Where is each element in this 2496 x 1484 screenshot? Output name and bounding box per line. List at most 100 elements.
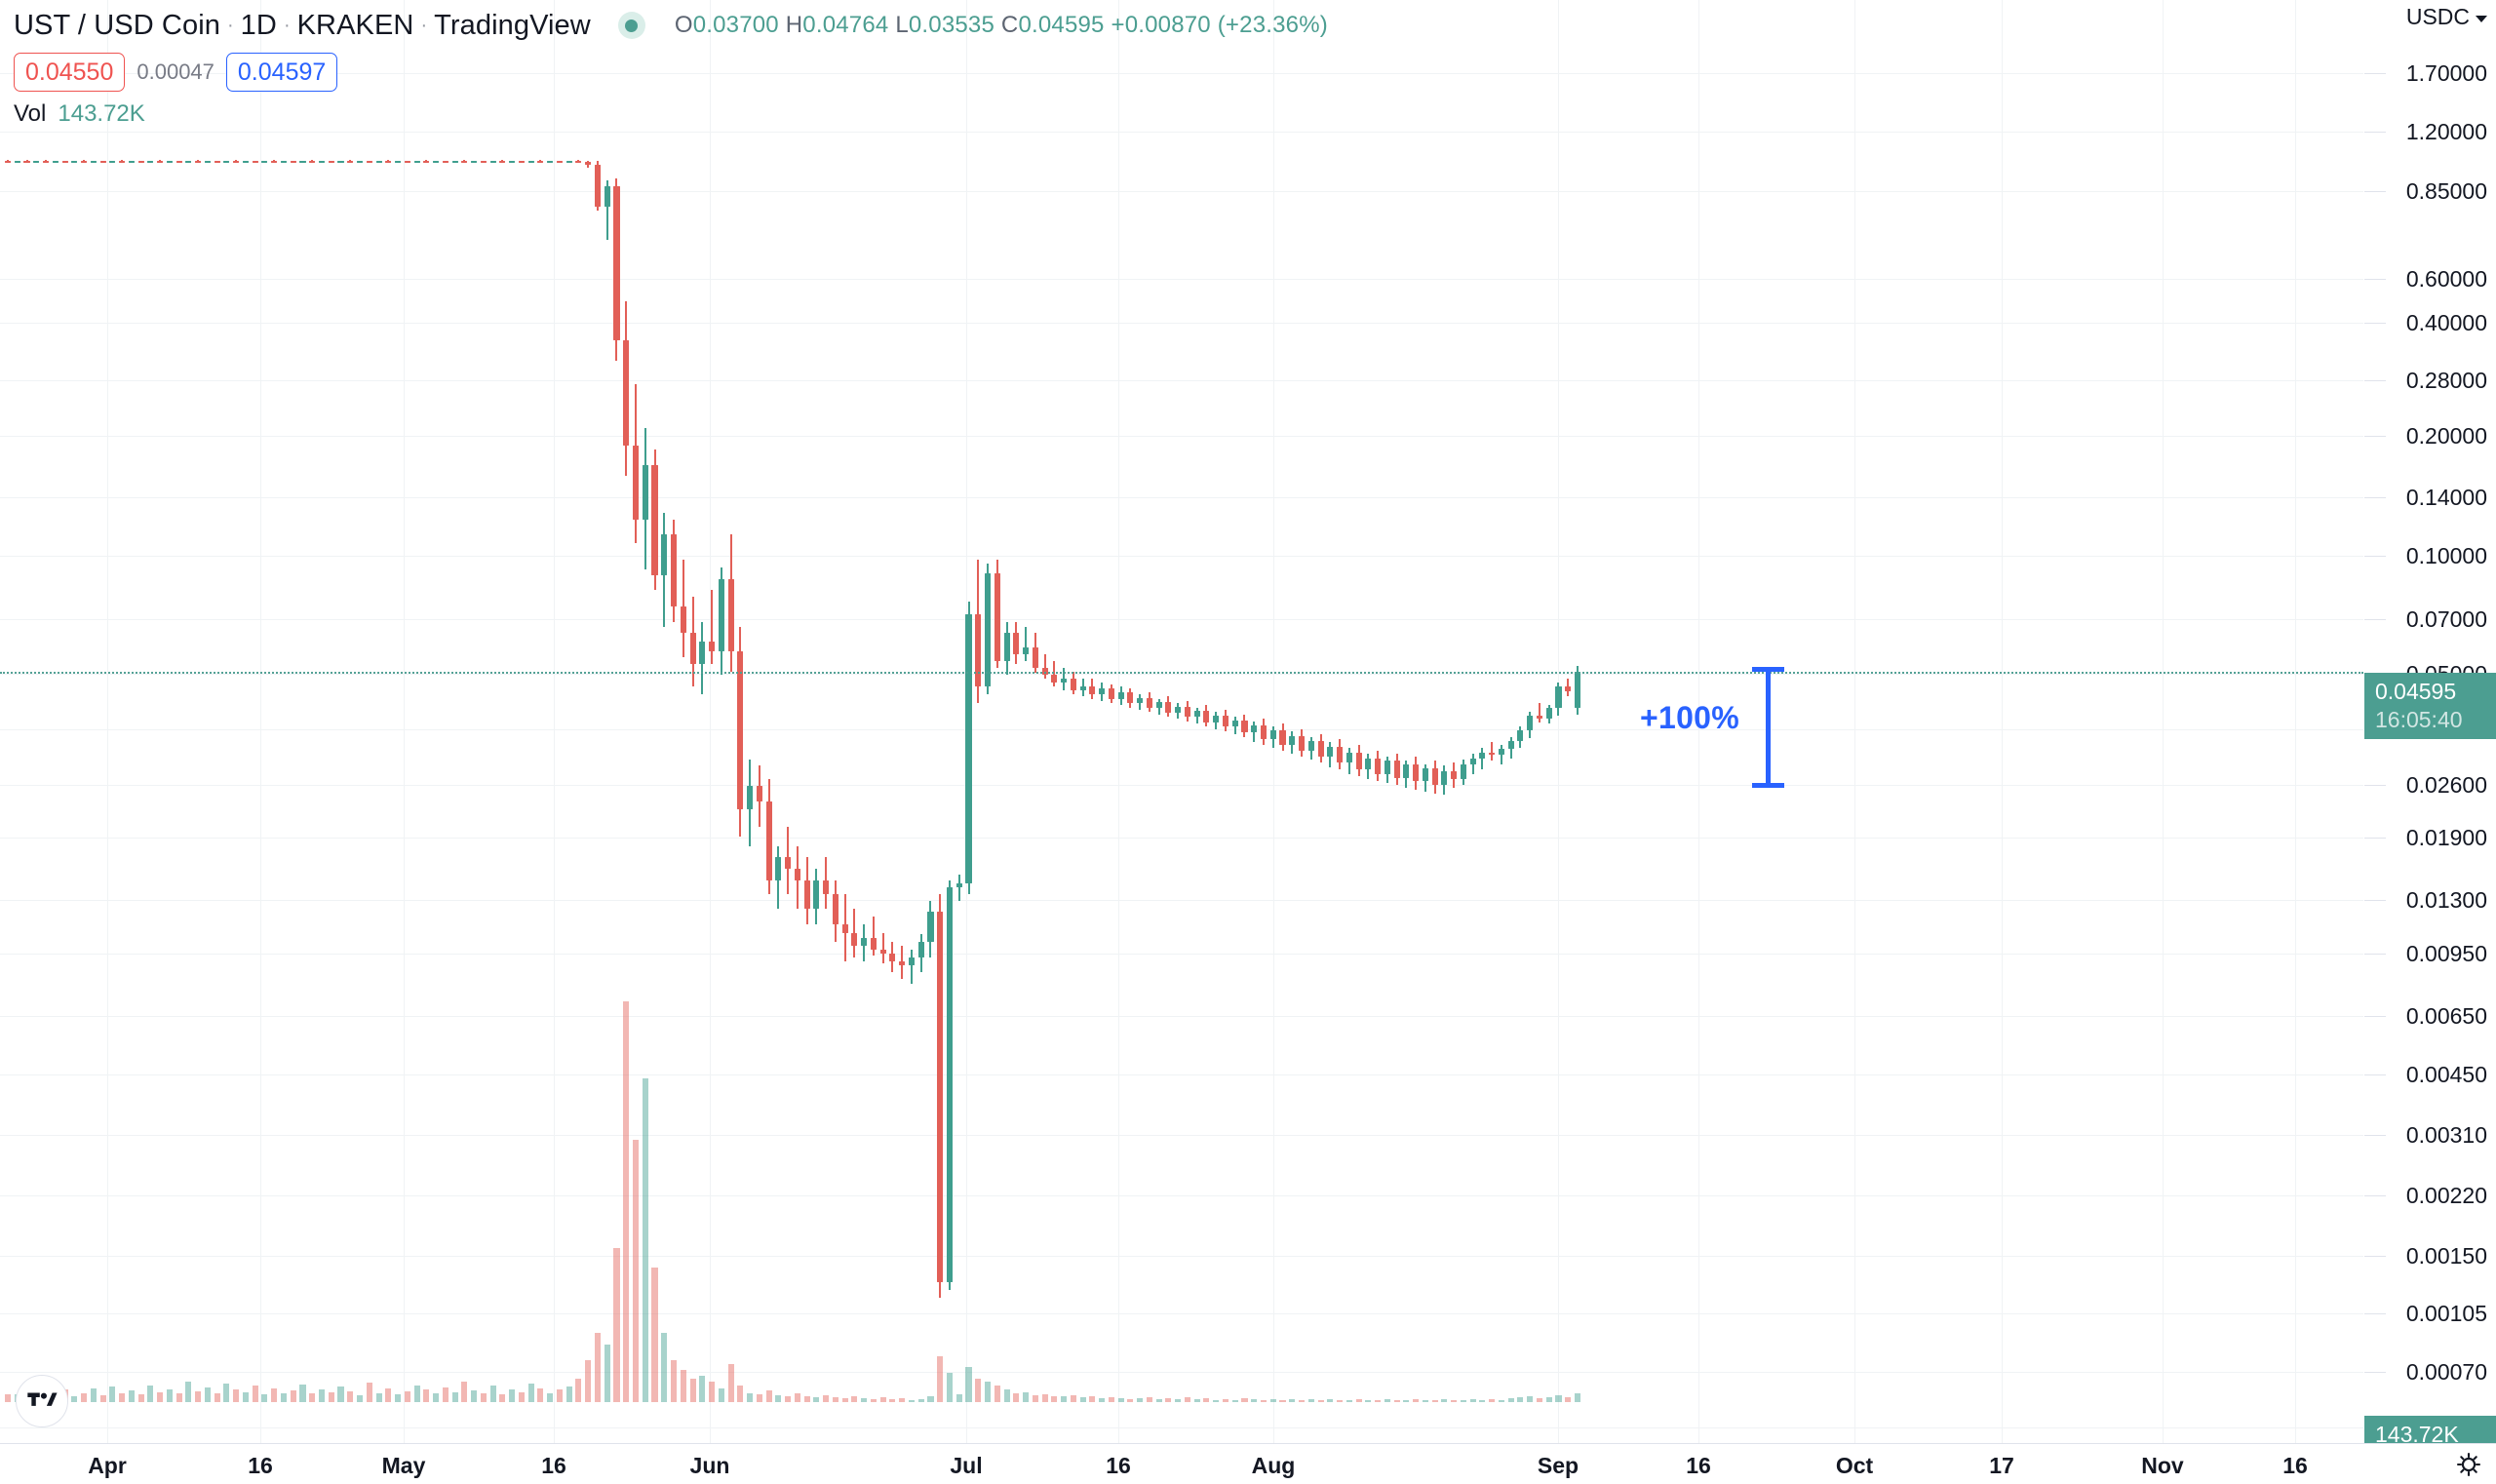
candle-body (1327, 746, 1334, 757)
tradingview-logo-icon[interactable] (16, 1375, 68, 1427)
volume-bar (204, 1387, 211, 1402)
bid-ask-row: 0.04550 0.00047 0.04597 (14, 52, 1328, 93)
vgridline-8 (1558, 0, 1559, 1443)
price-tick-mark (2364, 785, 2386, 786)
price-tick-mark (2364, 380, 2386, 381)
candle-wick (349, 160, 352, 162)
time-tick-label[interactable]: Aug (1251, 1453, 1296, 1478)
volume-bar (1431, 1399, 1438, 1402)
volume-bar (1013, 1393, 1020, 1402)
candle-body (147, 161, 154, 164)
volume-bar (1317, 1399, 1324, 1402)
volume-bar (1441, 1398, 1448, 1402)
price-tick-mark (2364, 1135, 2386, 1136)
time-tick-label[interactable]: 16 (1686, 1453, 1711, 1478)
candle-body (1251, 724, 1258, 733)
candle-body (1041, 667, 1048, 676)
candle-body (709, 642, 716, 651)
time-tick-label[interactable]: Sep (1537, 1453, 1580, 1478)
volume-label: Vol (14, 100, 47, 127)
ohlc-high-value: 0.04764 (802, 12, 889, 38)
volume-bar (1213, 1399, 1220, 1402)
price-scale-unit[interactable]: USDC (2406, 4, 2487, 30)
candle-body (556, 161, 563, 164)
candle-body (280, 161, 287, 164)
candle-body (1061, 679, 1068, 683)
candle-body (747, 786, 754, 810)
ohlc-open-value: 0.03700 (692, 12, 779, 38)
price-scale[interactable]: USDC 1.70000 1.20000 0.85000 0.60000 0.40000… (2363, 0, 2496, 1453)
chevron-down-icon[interactable] (2476, 16, 2487, 22)
candle-wick (197, 160, 200, 162)
candle-body (1545, 708, 1552, 719)
volume-legend-row[interactable]: Vol 143.72K (14, 99, 1328, 129)
price-tick-mark (2364, 900, 2386, 901)
time-tick-label[interactable]: Jun (689, 1453, 730, 1478)
title-separator-3: · (420, 15, 428, 36)
provider-label: TradingView (434, 10, 591, 41)
volume-bar (651, 1267, 658, 1402)
ohlc-values: O0.03700 H0.04764 L0.03535 C0.04595 +0.0… (675, 8, 1328, 43)
gear-icon[interactable] (2455, 1451, 2482, 1478)
candle-body (1241, 720, 1248, 733)
interval-label[interactable]: 1D (240, 10, 277, 41)
time-tick-label[interactable]: 16 (2282, 1453, 2308, 1478)
time-tick-label[interactable]: 16 (541, 1453, 566, 1478)
time-tick-label[interactable]: Oct (1835, 1453, 1874, 1478)
volume-bar (1565, 1397, 1572, 1402)
ohlc-low-label: L (895, 12, 909, 38)
candle-body (204, 161, 211, 164)
volume-bar (1451, 1399, 1458, 1402)
hgridline-19 (0, 1195, 2363, 1196)
market-open-dot-icon[interactable] (617, 12, 645, 39)
time-tick-label[interactable]: May (381, 1453, 426, 1478)
candle-body (1307, 741, 1314, 751)
candle-body (1431, 768, 1438, 785)
ask-price[interactable]: 0.04597 (225, 53, 338, 92)
current-price-badge[interactable]: 0.04595 16:05:40 (2364, 673, 2496, 739)
volume-bar (1489, 1398, 1496, 1402)
volume-bar (185, 1382, 192, 1402)
bid-price[interactable]: 0.04550 (14, 53, 126, 92)
volume-bar (1422, 1399, 1428, 1402)
time-tick-label[interactable]: Nov (2141, 1453, 2184, 1478)
candle-body (651, 464, 658, 576)
candle-body (1279, 730, 1286, 746)
volume-bar (1289, 1398, 1296, 1402)
candle-body (1403, 764, 1410, 778)
exchange-label[interactable]: KRAKEN (296, 10, 414, 41)
candle-body (623, 339, 630, 446)
time-tick-label[interactable]: 17 (1989, 1453, 2014, 1478)
candle-body (661, 534, 668, 576)
candle-body (899, 960, 906, 966)
volume-bar (1375, 1399, 1382, 1402)
vgridline-7 (1273, 0, 1274, 1443)
annotation-label-100pct[interactable]: +100% (1640, 700, 1740, 735)
time-tick-label[interactable]: Jul (950, 1453, 983, 1478)
candle-body (1299, 735, 1306, 751)
time-tick-label[interactable]: Apr (88, 1453, 127, 1478)
chart-plot-area[interactable] (0, 0, 2363, 1443)
price-tick-label: 1.20000 (2405, 119, 2487, 144)
candle-body (1479, 752, 1486, 759)
volume-bar (917, 1398, 924, 1402)
time-tick-label[interactable]: 16 (1106, 1453, 1131, 1478)
candle-body (4, 161, 12, 164)
volume-bar (1061, 1396, 1068, 1402)
candle-body (1422, 768, 1428, 781)
volume-bar (623, 1001, 630, 1402)
volume-bar (975, 1379, 982, 1402)
hgridline-17 (0, 1074, 2363, 1075)
candle-body (946, 886, 954, 1283)
volume-bar (1555, 1394, 1562, 1402)
volume-bar (765, 1390, 772, 1402)
volume-bar (851, 1396, 858, 1402)
volume-bar (1527, 1396, 1534, 1402)
candle-body (1489, 752, 1496, 756)
candle-body (33, 161, 40, 164)
time-scale[interactable]: Apr 16 May 16 Jun Jul 16 Aug Sep 16 Oct 17 Nov 16 (0, 1443, 2496, 1484)
candle-body (1175, 706, 1182, 714)
time-tick-label[interactable]: 16 (248, 1453, 273, 1478)
symbol-name[interactable]: UST / USD Coin (14, 10, 220, 41)
candle-body (1565, 685, 1572, 691)
